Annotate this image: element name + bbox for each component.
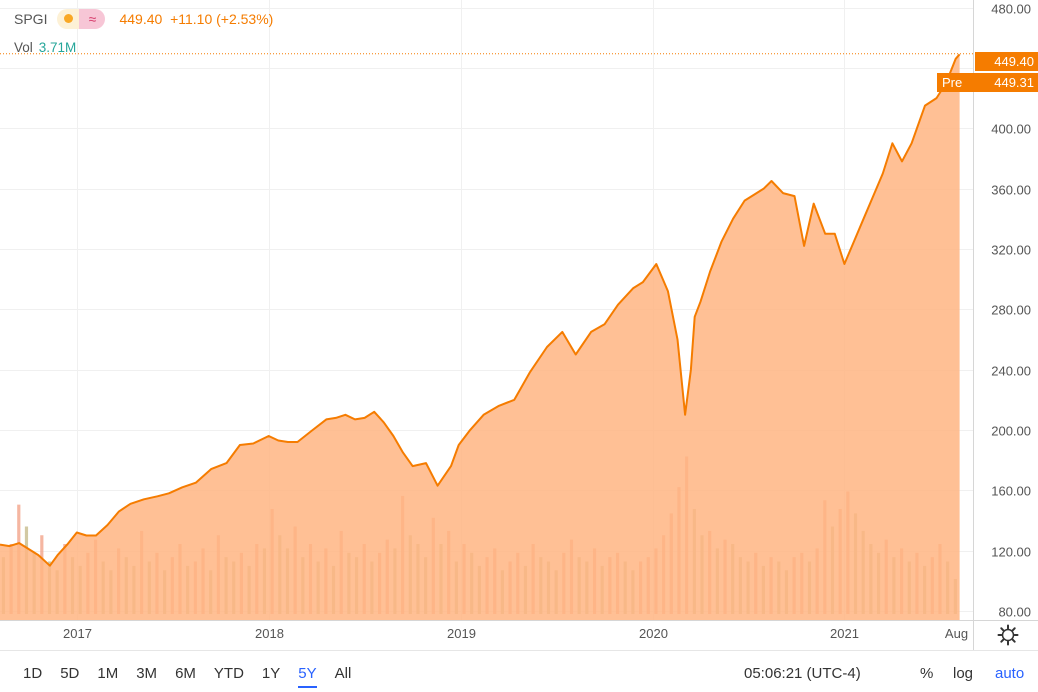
x-tick-label: Aug [945,626,968,641]
range-button-1d[interactable]: 1D [23,665,43,682]
premarket-price-value: 449.31 [994,75,1034,90]
y-tick-label: 280.00 [991,303,1031,318]
x-tick-label: 2018 [255,626,284,641]
x-tick-label: 2021 [830,626,859,641]
price-axis: 80.00 120.00 160.00 200.00 240.00 280.00 320.0… [991,2,1031,620]
volume-label: Vol [14,40,33,55]
volume-value: 3.71M [38,40,77,55]
x-tick-label: 2017 [63,626,92,641]
range-button-1m[interactable]: 1M [97,665,119,682]
date-range-selector: 1D 5D 1M 3M 6M YTD 1Y 5Y All [14,659,360,689]
last-price-tag: 449.40 [975,52,1038,71]
x-tick-label: 2020 [639,626,668,641]
premarket-label: Pre [942,75,963,90]
y-tick-label: 80.00 [998,605,1031,620]
range-button-all[interactable]: All [334,665,352,682]
ticker-symbol[interactable]: SPGI [14,11,48,27]
y-tick-label: 200.00 [991,424,1031,439]
volume-legend: Vol 3.71M [14,40,76,55]
x-tick-label: 2019 [447,626,476,641]
range-button-ytd[interactable]: YTD [213,665,244,682]
y-tick-label: 120.00 [991,545,1031,560]
gear-icon[interactable] [996,623,1020,647]
percent-scale-toggle[interactable]: % [920,665,934,682]
y-tick-label: 240.00 [991,364,1031,379]
time-axis: 2017 2018 2019 2020 2021 Aug [63,626,968,641]
last-price-value: 449.40 [994,54,1034,69]
auto-scale-toggle[interactable]: auto [995,665,1025,682]
log-scale-toggle[interactable]: log [953,665,974,682]
range-button-5d[interactable]: 5D [60,665,80,682]
chart-legend: SPGI ≈ 449.40 +11.10 (+2.53%) [14,9,273,29]
premarket-price-tag: Pre 449.31 [937,73,1038,92]
market-status-icons[interactable]: ≈ [57,9,106,29]
sun-icon [57,9,80,29]
range-button-5y[interactable]: 5Y [289,659,325,689]
price-line [0,53,961,567]
y-tick-label: 480.00 [991,2,1031,17]
y-tick-label: 360.00 [991,183,1031,198]
price-area-fill [0,54,960,621]
price-change-quote: 449.40 +11.10 (+2.53%) [119,11,274,27]
y-tick-label: 400.00 [991,122,1031,137]
range-button-3m[interactable]: 3M [136,665,158,682]
range-button-6m[interactable]: 6M [175,665,196,682]
y-tick-label: 320.00 [991,243,1031,258]
clock-timezone[interactable]: 05:06:21 (UTC-4) [744,665,861,682]
range-button-1y[interactable]: 1Y [261,665,281,682]
y-tick-label: 160.00 [991,484,1031,499]
wave-icon: ≈ [79,9,106,29]
